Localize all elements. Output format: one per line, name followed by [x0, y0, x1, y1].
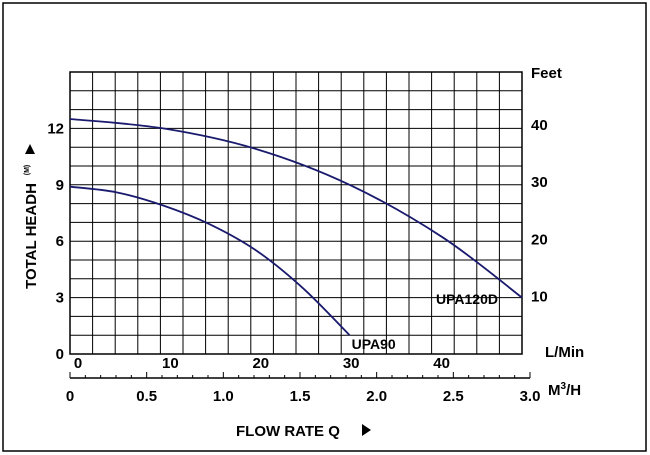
bottom-x-unit-base: M	[548, 382, 561, 399]
lmin-tick-label: 30	[343, 355, 360, 372]
y-tick-label: 6	[56, 233, 64, 250]
feet-tick-label: 10	[531, 289, 548, 306]
bottom-x-unit-sup: 3	[561, 381, 567, 392]
m3h-tick-label: 2.0	[366, 388, 387, 405]
right-axis-unit: Feet	[531, 65, 562, 82]
m3h-tick-label: 1.0	[213, 388, 234, 405]
x-axis-arrow-icon	[362, 424, 371, 436]
m3h-tick-label: 1.5	[290, 388, 311, 405]
lmin-tick-label: 10	[162, 355, 179, 372]
series-label-upa120d: UPA120D	[436, 291, 498, 307]
bottom-x-unit: M3/H	[548, 381, 581, 399]
tick-labels: 0 3 6 9 12 10 20 30 40 0 10 20 30 40 0 0.5 1.0 1.5 2.0 2.5 3…	[47, 117, 547, 405]
m3h-tick-label: 3.0	[520, 388, 541, 405]
y-tick-label: 9	[56, 177, 64, 194]
feet-tick-label: 20	[531, 231, 548, 248]
grid	[69, 71, 531, 379]
series-lines: UPA90 UPA120D	[69, 118, 523, 352]
y-tick-label: 12	[47, 120, 64, 137]
bottom-x-unit-tail: /H	[566, 382, 581, 399]
series-line-upa90	[69, 185, 351, 336]
feet-tick-label: 30	[531, 174, 548, 191]
series-label-upa90: UPA90	[352, 336, 396, 352]
feet-tick-label: 40	[531, 117, 548, 134]
top-x-unit: L/Min	[545, 344, 584, 361]
y-tick-label: 3	[56, 290, 64, 307]
y-axis-unit: (M)	[24, 165, 31, 176]
plot-border	[69, 71, 523, 355]
series-line-upa120d	[69, 118, 523, 299]
lmin-tick-label: 40	[433, 355, 450, 372]
y-axis-label: TOTAL HEADH	[23, 183, 40, 289]
x-axis-label: FLOW RATE Q	[236, 423, 340, 440]
lmin-tick-label: 0	[74, 355, 82, 372]
y-axis-arrow-icon	[25, 144, 35, 154]
m3h-tick-label: 2.5	[443, 388, 464, 405]
m3h-tick-label: 0	[66, 388, 74, 405]
lmin-tick-label: 20	[252, 355, 269, 372]
m3h-tick-label: 0.5	[136, 388, 157, 405]
y-axis-title: TOTAL HEADH (M)	[23, 144, 40, 289]
y-tick-label: 0	[56, 346, 64, 363]
